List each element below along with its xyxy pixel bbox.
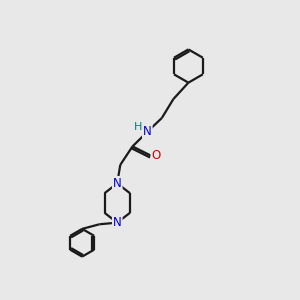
Text: N: N xyxy=(113,216,122,229)
Text: H: H xyxy=(134,122,143,132)
Text: O: O xyxy=(152,149,161,162)
Text: N: N xyxy=(113,177,122,190)
Text: N: N xyxy=(143,125,152,138)
